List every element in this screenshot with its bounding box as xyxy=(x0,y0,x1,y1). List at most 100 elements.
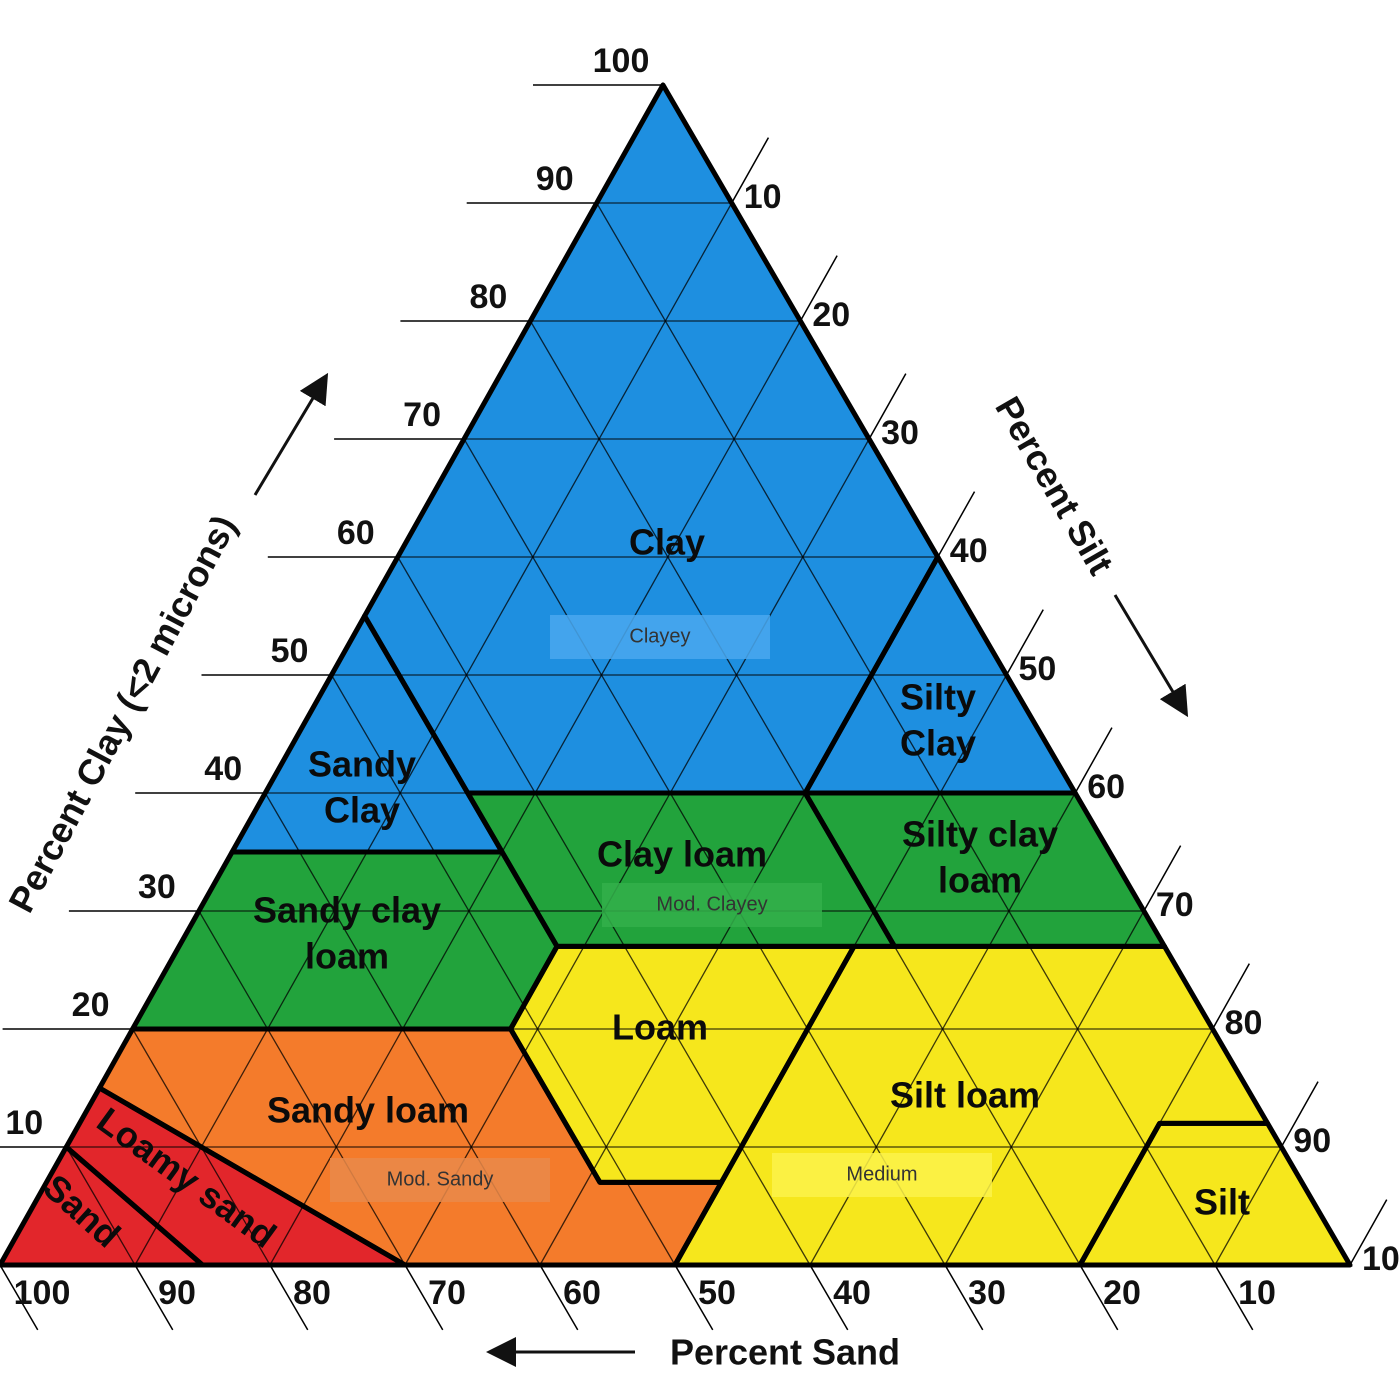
class-label: Mod. Clayey xyxy=(656,893,767,915)
grid-line xyxy=(330,674,676,1266)
clay-tick-label: 10 xyxy=(5,1104,43,1142)
region-name: Silt loam xyxy=(890,1075,1040,1116)
silt-tick xyxy=(1349,1199,1388,1266)
sand-tick-label: 60 xyxy=(563,1274,601,1312)
region-fill xyxy=(510,946,854,1183)
class-label-bg xyxy=(550,615,770,659)
region-label: Sandy loam xyxy=(267,1090,469,1131)
class-label-bg xyxy=(602,883,822,927)
sand-tick-label: 10 xyxy=(1238,1274,1276,1312)
sand-tick xyxy=(404,1264,444,1331)
sand-tick xyxy=(134,1264,174,1331)
silt-axis-label: Percent Silt xyxy=(987,389,1122,581)
grid-line xyxy=(198,910,406,1266)
silt-tick-label: 50 xyxy=(1019,650,1057,688)
clay-tick-label: 40 xyxy=(204,750,242,788)
sand-tick-label: 90 xyxy=(158,1274,196,1312)
region-label: Clay loam xyxy=(597,834,767,875)
region-name: Sandy loam xyxy=(267,1090,469,1131)
triangle-outline xyxy=(0,81,1353,1267)
silt-tick-label: 60 xyxy=(1087,768,1125,806)
region-name: Clay xyxy=(629,522,705,563)
grid-line xyxy=(944,910,1145,1266)
sand-tick-label: 70 xyxy=(428,1274,466,1312)
clay-tick-label: 50 xyxy=(271,632,309,670)
labels: 10 20 30 40 50 60 70 80 90 100 10 20 30 40 50 60 70 80 90 1… xyxy=(5,42,1400,1312)
sand-tick-label: 100 xyxy=(14,1274,71,1312)
class-label-bg xyxy=(772,1153,992,1197)
clay-axis-label: Percent Clay (<2 microns) xyxy=(0,508,244,919)
region-name: loam xyxy=(938,860,1022,901)
sand-tick xyxy=(0,1264,39,1331)
silt-tick xyxy=(799,255,838,322)
sand-tick-label: 20 xyxy=(1103,1274,1141,1312)
sand-axis-label: Percent Sand xyxy=(670,1332,900,1373)
clay-tick-label: 90 xyxy=(536,160,574,198)
silt-tick-label: 90 xyxy=(1293,1122,1331,1160)
region-fill xyxy=(132,852,557,1029)
region-name: Silty xyxy=(900,677,976,718)
sand-tick xyxy=(944,1264,984,1331)
clay-tick-label: 20 xyxy=(72,986,110,1024)
silt-tick-label: 70 xyxy=(1156,886,1194,924)
region-name: Silty clay xyxy=(902,814,1058,855)
region-fill xyxy=(66,1088,406,1265)
region-fill xyxy=(1080,1123,1350,1265)
silt-tick-label: 10 xyxy=(744,178,782,216)
sand-tick-label: 40 xyxy=(833,1274,871,1312)
sand-tick-label: 50 xyxy=(698,1274,736,1312)
silt-tick xyxy=(1143,845,1182,912)
region-label: Silty clay loam xyxy=(902,814,1058,901)
silt-tick-label: 80 xyxy=(1225,1004,1263,1042)
silt-tick xyxy=(1211,963,1250,1030)
region-label: Sandy Clay xyxy=(308,744,416,831)
region-label: Silty Clay xyxy=(900,677,976,764)
grid-line xyxy=(463,438,946,1266)
sand-tick xyxy=(269,1264,309,1331)
region-borders xyxy=(0,81,1353,1268)
sand-tick xyxy=(539,1264,579,1331)
sand-tick-label: 80 xyxy=(293,1274,331,1312)
silt-tick-label: 20 xyxy=(812,296,850,334)
sand-tick xyxy=(809,1264,849,1331)
class-label: Clayey xyxy=(629,625,690,647)
region-label: Loam xyxy=(612,1007,708,1048)
clay-tick-label: 60 xyxy=(337,514,375,552)
region-name: Silt xyxy=(1194,1182,1250,1223)
clay-arrow xyxy=(253,372,329,496)
region-label: Sandy clay loam xyxy=(253,890,441,977)
class-label: Medium xyxy=(846,1163,917,1185)
grid-line xyxy=(596,202,1216,1266)
grid-line xyxy=(404,438,870,1266)
silt-tick xyxy=(868,373,907,440)
region-label: Silt loam xyxy=(890,1075,1040,1116)
silt-tick xyxy=(731,137,770,204)
region-name: loam xyxy=(305,936,389,977)
clay-tick-label: 30 xyxy=(138,868,176,906)
region-label: Silt xyxy=(1194,1182,1250,1223)
sand-tick xyxy=(674,1264,714,1331)
class-label-bg xyxy=(330,1158,550,1202)
clay-tick-label: 80 xyxy=(469,278,507,316)
grid-line xyxy=(65,1146,136,1266)
silt-tick xyxy=(1280,1081,1319,1148)
silt-tick-label: 40 xyxy=(950,532,988,570)
clay-tick-label: 100 xyxy=(593,42,650,80)
silt-tick-label: 100 xyxy=(1362,1240,1400,1278)
region-name: Clay xyxy=(900,723,976,764)
sand-tick xyxy=(1079,1264,1119,1331)
silt-tick xyxy=(937,491,976,558)
silt-arrow xyxy=(1113,594,1189,718)
clay-tick-label: 70 xyxy=(403,396,441,434)
sand-tick xyxy=(1214,1264,1254,1331)
silt-tick xyxy=(1074,727,1113,794)
sand-tick-label: 30 xyxy=(968,1274,1006,1312)
region-label: Clay xyxy=(629,522,705,563)
grid-line xyxy=(1214,1146,1282,1266)
class-label: Mod. Sandy xyxy=(387,1168,494,1190)
region-name: Loam xyxy=(612,1007,708,1048)
region-name: Clay loam xyxy=(597,834,767,875)
silt-tick-label: 30 xyxy=(881,414,919,452)
region-name: Sandy clay xyxy=(253,890,441,931)
